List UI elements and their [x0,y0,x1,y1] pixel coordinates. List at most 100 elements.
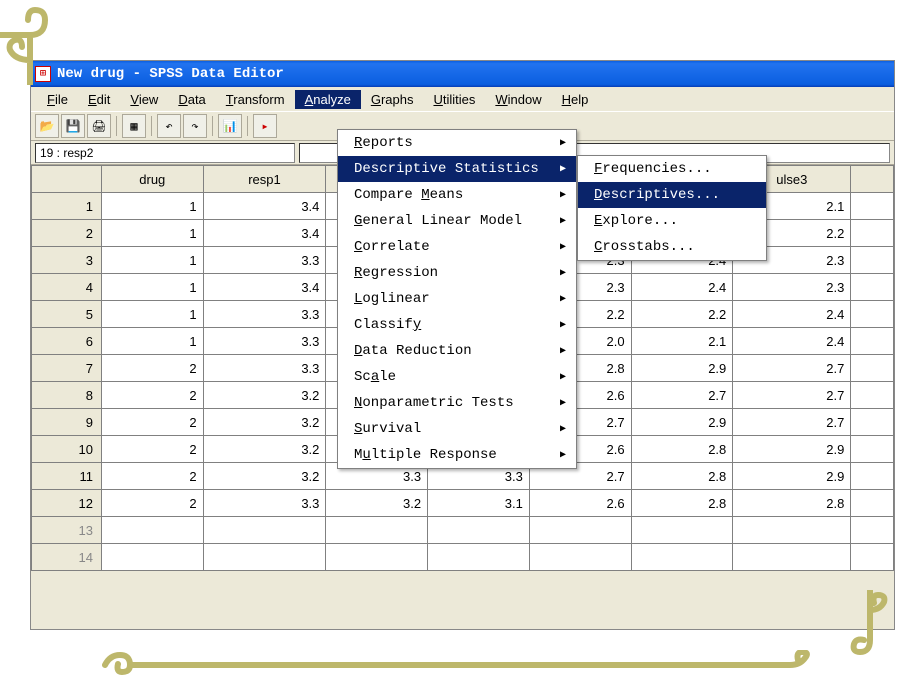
data-cell[interactable] [851,193,894,220]
print-icon[interactable]: 🖨 [87,114,111,138]
data-cell[interactable] [733,517,851,544]
data-cell[interactable]: 2.7 [733,355,851,382]
data-cell[interactable]: 2.7 [733,409,851,436]
data-cell[interactable] [851,382,894,409]
menu-transform[interactable]: Transform [216,90,295,109]
submenu-item-descriptives[interactable]: Descriptives... [578,182,766,208]
data-cell[interactable]: 3.3 [203,301,326,328]
menu-item-general-linear-model[interactable]: General Linear Model▶ [338,208,576,234]
data-cell[interactable]: 2.9 [733,436,851,463]
row-number[interactable]: 10 [32,436,102,463]
data-cell[interactable] [851,544,894,571]
row-number[interactable]: 9 [32,409,102,436]
menu-edit[interactable]: Edit [78,90,120,109]
data-cell[interactable]: 3.2 [203,382,326,409]
data-cell[interactable]: 2 [102,436,204,463]
data-cell[interactable] [733,544,851,571]
data-cell[interactable]: 2.8 [631,490,733,517]
row-number[interactable]: 11 [32,463,102,490]
data-cell[interactable] [326,517,428,544]
data-cell[interactable]: 2.9 [631,409,733,436]
data-cell[interactable]: 3.3 [203,328,326,355]
open-icon[interactable]: 📂 [35,114,59,138]
data-cell[interactable]: 2.6 [529,490,631,517]
menu-item-loglinear[interactable]: Loglinear▶ [338,286,576,312]
row-number[interactable]: 13 [32,517,102,544]
data-cell[interactable]: 3.2 [203,436,326,463]
data-cell[interactable]: 1 [102,247,204,274]
data-cell[interactable] [851,436,894,463]
data-cell[interactable] [631,544,733,571]
data-cell[interactable]: 1 [102,301,204,328]
data-cell[interactable]: 3.3 [203,355,326,382]
data-cell[interactable] [851,463,894,490]
data-cell[interactable] [428,544,530,571]
row-number[interactable]: 5 [32,301,102,328]
data-cell[interactable]: 2 [102,409,204,436]
data-cell[interactable]: 2 [102,490,204,517]
undo-icon[interactable]: ↶ [157,114,181,138]
dialog-recall-icon[interactable]: ▦ [122,114,146,138]
data-cell[interactable]: 2 [102,382,204,409]
data-cell[interactable] [851,247,894,274]
save-icon[interactable]: 💾 [61,114,85,138]
menu-item-reports[interactable]: Reports▶ [338,130,576,156]
menu-help[interactable]: Help [552,90,599,109]
menu-data[interactable]: Data [168,90,215,109]
menu-view[interactable]: View [120,90,168,109]
data-cell[interactable]: 1 [102,193,204,220]
data-cell[interactable]: 3.2 [203,463,326,490]
data-cell[interactable]: 3.3 [203,247,326,274]
submenu-item-crosstabs[interactable]: Crosstabs... [578,234,766,260]
data-cell[interactable] [203,517,326,544]
redo-icon[interactable]: ↷ [183,114,207,138]
data-cell[interactable]: 2.7 [631,382,733,409]
row-number[interactable]: 3 [32,247,102,274]
row-number[interactable]: 12 [32,490,102,517]
data-cell[interactable]: 3.1 [428,490,530,517]
data-cell[interactable]: 2.4 [733,301,851,328]
menu-item-descriptive-statistics[interactable]: Descriptive Statistics▶ [338,156,576,182]
row-number[interactable]: 14 [32,544,102,571]
data-cell[interactable] [102,544,204,571]
row-number[interactable]: 8 [32,382,102,409]
cell-reference[interactable]: 19 : resp2 [35,143,295,163]
data-cell[interactable]: 2.3 [733,274,851,301]
column-header[interactable]: drug [102,166,204,193]
menu-file[interactable]: File [37,90,78,109]
data-cell[interactable]: 2.8 [733,490,851,517]
data-cell[interactable]: 2.8 [631,463,733,490]
data-cell[interactable]: 3.4 [203,274,326,301]
menu-utilities[interactable]: Utilities [423,90,485,109]
data-cell[interactable] [851,409,894,436]
menu-item-multiple-response[interactable]: Multiple Response▶ [338,442,576,468]
row-header-corner[interactable] [32,166,102,193]
data-cell[interactable] [529,517,631,544]
menu-item-regression[interactable]: Regression▶ [338,260,576,286]
data-cell[interactable] [326,544,428,571]
data-cell[interactable]: 2 [102,355,204,382]
data-cell[interactable]: 2.9 [733,463,851,490]
data-cell[interactable]: 2.2 [631,301,733,328]
menu-item-survival[interactable]: Survival▶ [338,416,576,442]
data-cell[interactable]: 1 [102,220,204,247]
data-cell[interactable] [851,328,894,355]
data-cell[interactable] [851,517,894,544]
menu-item-nonparametric-tests[interactable]: Nonparametric Tests▶ [338,390,576,416]
row-number[interactable]: 4 [32,274,102,301]
row-number[interactable]: 6 [32,328,102,355]
data-cell[interactable]: 3.2 [326,490,428,517]
row-number[interactable]: 2 [32,220,102,247]
row-number[interactable]: 1 [32,193,102,220]
menu-item-classify[interactable]: Classify▶ [338,312,576,338]
data-cell[interactable] [851,274,894,301]
goto-icon[interactable]: ▸ [253,114,277,138]
menu-window[interactable]: Window [485,90,551,109]
menu-item-data-reduction[interactable]: Data Reduction▶ [338,338,576,364]
menu-graphs[interactable]: Graphs [361,90,424,109]
data-cell[interactable]: 1 [102,274,204,301]
submenu-item-frequencies[interactable]: Frequencies... [578,156,766,182]
data-cell[interactable]: 2.4 [631,274,733,301]
data-cell[interactable]: 2.4 [733,328,851,355]
data-cell[interactable] [102,517,204,544]
